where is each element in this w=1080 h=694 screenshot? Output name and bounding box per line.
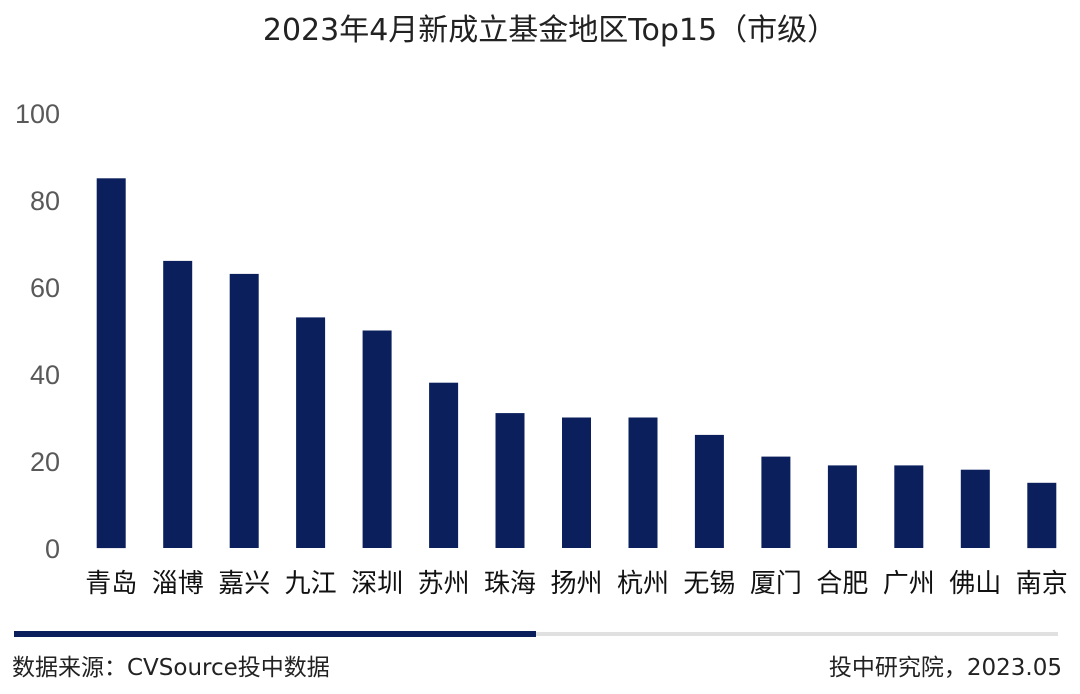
- x-tick-label: 厦门: [750, 569, 802, 599]
- bar: [1027, 482, 1057, 549]
- y-tick-label: 20: [30, 447, 60, 477]
- bar: [827, 465, 857, 548]
- publisher-credit: 投中研究院，2023.05: [829, 655, 1062, 681]
- x-tick-label: 合肥: [816, 569, 868, 599]
- y-tick-label: 0: [45, 534, 60, 564]
- bar: [960, 469, 990, 548]
- x-tick-label: 佛山: [949, 569, 1001, 599]
- x-tick-label: 杭州: [617, 569, 669, 599]
- bar: [163, 260, 193, 548]
- footer-divider-accent: [14, 631, 536, 637]
- y-tick-label: 40: [30, 360, 60, 390]
- bar: [229, 273, 259, 548]
- y-tick-label: 80: [30, 186, 60, 216]
- bar: [694, 434, 724, 548]
- y-tick-label: 100: [15, 99, 60, 129]
- y-axis-ticks: 0 20 40 60 80 100: [15, 99, 60, 564]
- x-axis-labels: 青岛 淄博 嘉兴 九江 深圳 苏州 珠海 扬州 杭州 无锡 厦门 合肥 广州 佛山 南京: [85, 569, 1068, 599]
- bar: [495, 413, 525, 548]
- x-tick-label: 苏州: [418, 569, 470, 599]
- x-tick-label: 扬州: [550, 569, 602, 599]
- bar: [562, 417, 591, 548]
- bar: [628, 417, 658, 548]
- x-tick-label: 淄博: [152, 569, 204, 599]
- x-tick-label: 九江: [285, 569, 337, 599]
- bar: [429, 382, 459, 548]
- x-tick-label: 青岛: [85, 569, 137, 599]
- x-tick-label: 南京: [1016, 569, 1068, 599]
- bar: [362, 330, 392, 548]
- x-tick-label: 嘉兴: [218, 569, 270, 599]
- x-tick-label: 广州: [883, 569, 935, 599]
- bar: [761, 456, 791, 548]
- data-source-note: 数据来源：CVSource投中数据: [12, 655, 330, 681]
- bar: [96, 178, 126, 549]
- bar: [894, 465, 924, 548]
- chart-title: 2023年4月新成立基金地区Top15（市级）: [263, 13, 837, 48]
- x-tick-label: 无锡: [683, 569, 735, 599]
- x-tick-label: 深圳: [351, 569, 403, 599]
- y-tick-label: 60: [30, 273, 60, 303]
- bar: [296, 317, 326, 548]
- x-tick-label: 珠海: [484, 569, 536, 599]
- bar-series: [96, 178, 1057, 549]
